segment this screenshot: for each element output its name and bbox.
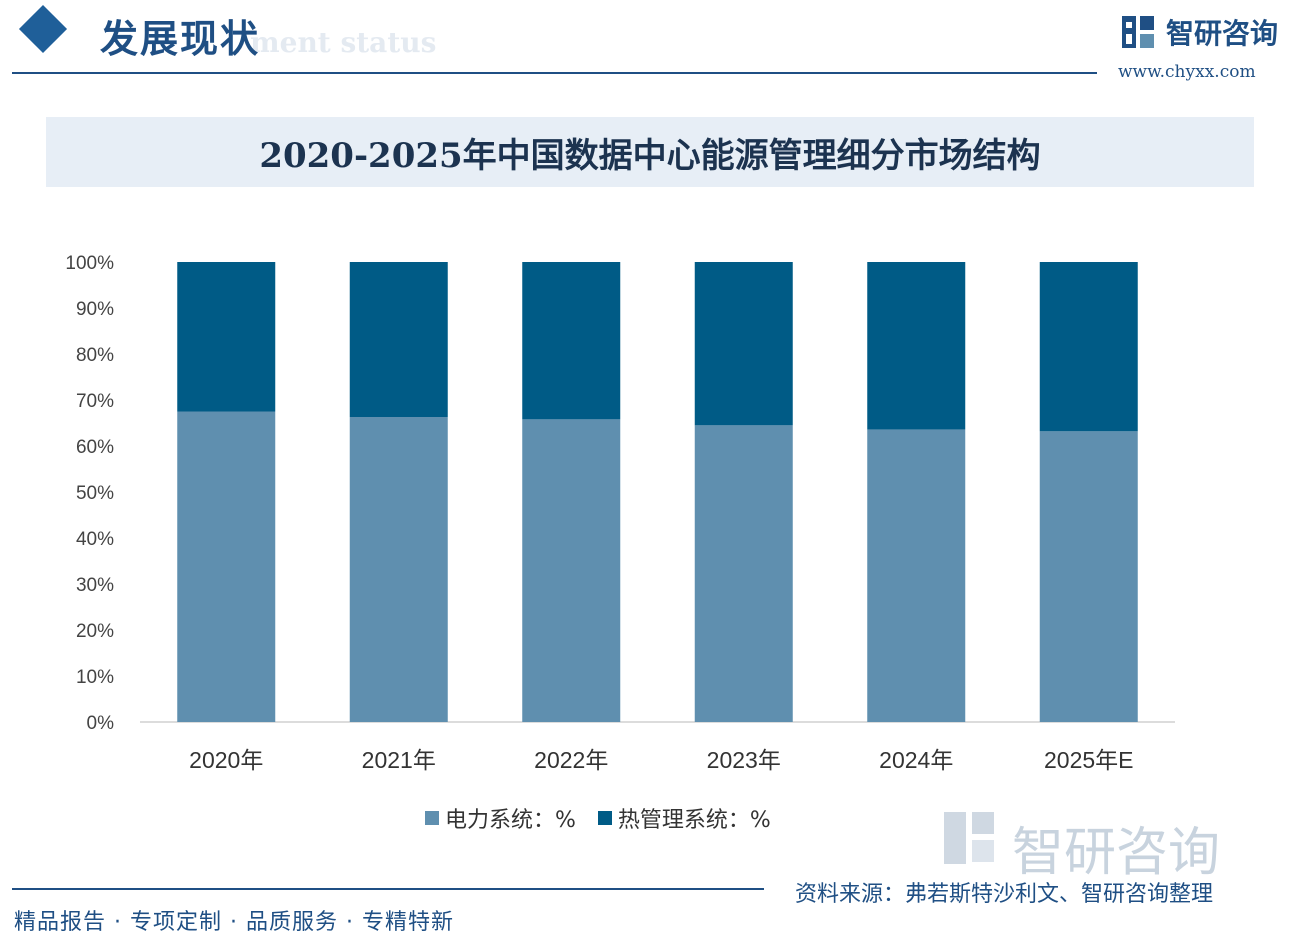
y-tick-label: 0% bbox=[87, 713, 115, 734]
chart-title: 2020-2025年中国数据中心能源管理细分市场结构 bbox=[259, 135, 1041, 176]
section-title: 发展现状 bbox=[100, 17, 261, 61]
legend-label-power: 电力系统：% bbox=[445, 808, 576, 833]
y-tick-label: 90% bbox=[76, 299, 114, 320]
bar-power bbox=[177, 411, 276, 722]
y-tick-label: 10% bbox=[76, 667, 114, 688]
y-tick-label: 60% bbox=[76, 437, 114, 458]
footer-slogan: 精品报告 · 专项定制 · 品质服务 · 专精特新 bbox=[14, 910, 454, 935]
source-note: 资料来源：弗若斯特沙利文、智研咨询整理 bbox=[795, 882, 1214, 907]
legend-label-thermal: 热管理系统：% bbox=[617, 808, 771, 833]
brand-logo-icon bbox=[1122, 16, 1154, 48]
bar-thermal bbox=[522, 262, 621, 420]
bar-power bbox=[349, 417, 448, 722]
x-tick-label: 2025年E bbox=[1044, 747, 1134, 773]
bar-power bbox=[1039, 431, 1138, 722]
legend-item-thermal: 热管理系统：% bbox=[597, 802, 771, 834]
legend-item-power: 电力系统：% bbox=[425, 802, 576, 834]
x-tick-label: 2023年 bbox=[707, 747, 781, 773]
legend-swatch-thermal bbox=[597, 811, 612, 825]
bar-thermal bbox=[694, 262, 793, 426]
y-tick-label: 20% bbox=[76, 621, 114, 642]
x-tick-label: 2020年 bbox=[189, 747, 263, 773]
watermark-text: 智研咨询 bbox=[1012, 823, 1221, 883]
bar-power bbox=[522, 419, 621, 722]
y-tick-label: 30% bbox=[76, 575, 114, 596]
x-tick-label: 2021年 bbox=[362, 747, 436, 773]
bar-thermal bbox=[1039, 262, 1138, 432]
bar-thermal bbox=[177, 262, 276, 412]
footer-divider bbox=[12, 888, 764, 890]
header-diamond-icon bbox=[18, 4, 68, 54]
watermark-logo-icon bbox=[944, 812, 994, 864]
y-tick-label: 50% bbox=[76, 483, 114, 504]
y-tick-label: 80% bbox=[76, 345, 114, 366]
section-subtitle: ment status bbox=[250, 26, 437, 59]
legend-swatch-power bbox=[425, 811, 439, 825]
y-tick-label: 70% bbox=[76, 391, 114, 412]
y-tick-label: 40% bbox=[76, 529, 114, 550]
brand-name: 智研咨询 bbox=[1166, 17, 1279, 50]
x-tick-label: 2024年 bbox=[879, 747, 953, 773]
brand-url: www.chyxx.com bbox=[1118, 62, 1256, 82]
bar-power bbox=[694, 425, 793, 722]
bar-thermal bbox=[867, 262, 966, 430]
y-tick-label: 100% bbox=[65, 253, 114, 274]
bar-thermal bbox=[349, 262, 448, 418]
header-divider bbox=[12, 72, 1097, 74]
chart-title-band: 2020-2025年中国数据中心能源管理细分市场结构 bbox=[46, 117, 1254, 187]
stacked-bar-chart: 0% 10% 20% 30% 40% 50% 60% 70% 80% 90% 100% 2020年 20… bbox=[65, 253, 1175, 773]
bar-power bbox=[867, 429, 966, 722]
chart-legend: 电力系统：% 热管理系统：% bbox=[425, 802, 771, 834]
x-tick-label: 2022年 bbox=[534, 747, 608, 773]
